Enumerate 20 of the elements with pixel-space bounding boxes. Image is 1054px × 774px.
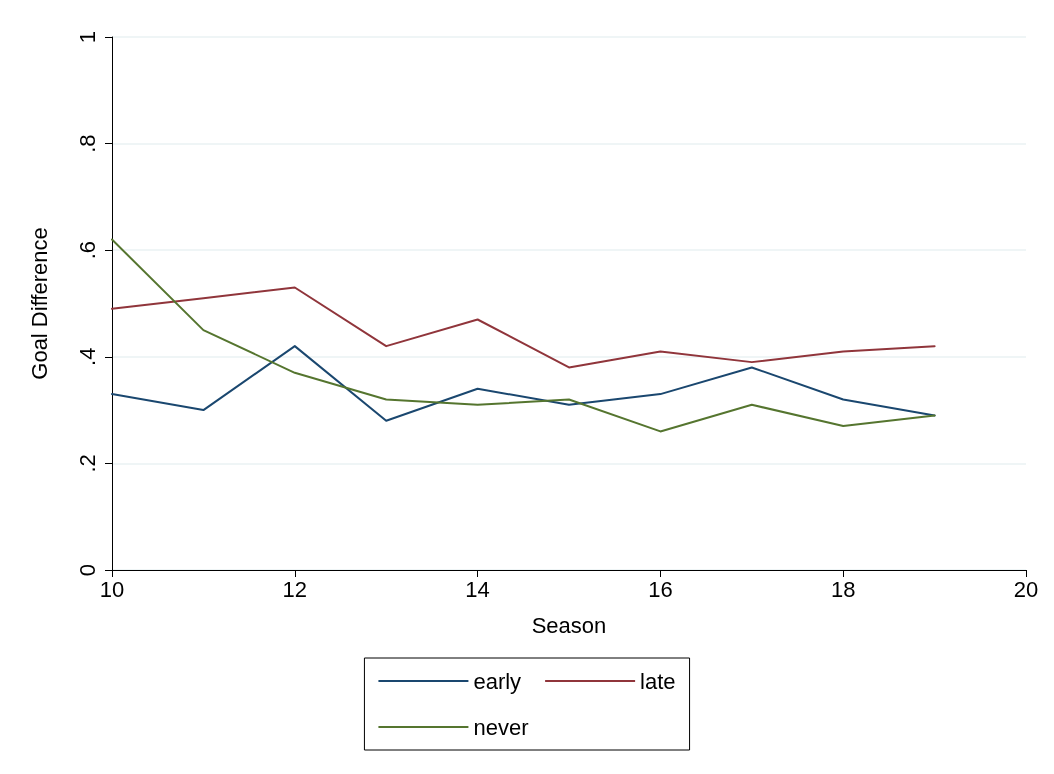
x-tick-label: 18 xyxy=(830,576,856,602)
x-tick-label: 12 xyxy=(282,576,308,602)
y-tick-label: 0 xyxy=(74,563,100,577)
y-tick-label: .2 xyxy=(74,454,100,473)
x-axis-title: Season xyxy=(531,612,607,638)
x-tick-label: 16 xyxy=(648,576,673,602)
line-series xyxy=(111,286,936,369)
line-series xyxy=(111,238,936,433)
y-tick-label: .8 xyxy=(74,134,100,153)
y-tick-label: .6 xyxy=(74,241,100,260)
x-tick-label: 10 xyxy=(99,576,125,602)
y-tick-label: .4 xyxy=(74,347,100,366)
y-tick-label: 1 xyxy=(74,30,100,44)
line-series xyxy=(111,345,936,422)
x-tick-label: 14 xyxy=(465,576,490,602)
legend-label: early xyxy=(473,668,522,694)
legend-label: never xyxy=(473,714,529,740)
legend-label: late xyxy=(640,668,676,694)
x-tick-label: 20 xyxy=(1013,576,1039,602)
y-axis-title: Goal Difference xyxy=(26,227,52,380)
